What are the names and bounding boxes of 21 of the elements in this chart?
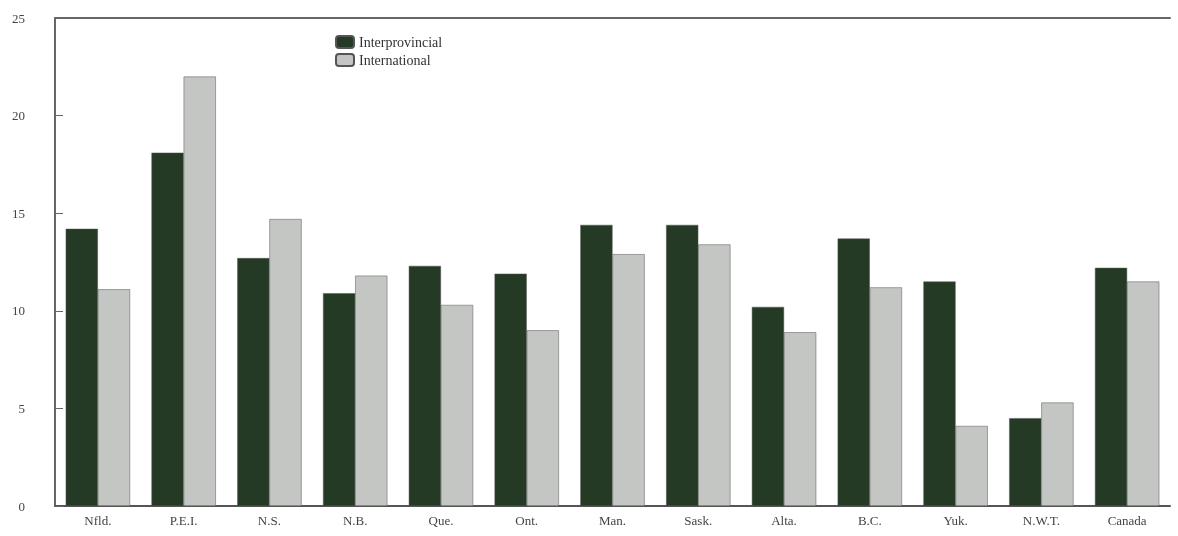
x-tick-label: Canada [1107,513,1147,528]
x-tick-label: Sask. [684,513,713,528]
y-tick-label: 25 [12,10,25,26]
x-tick-label: P.E.I. [169,513,198,528]
y-tick-label: 0 [18,498,25,514]
x-tick-label: Yuk. [943,513,968,528]
x-tick-label: N.B. [342,513,368,528]
x-tick-label: Nfld. [84,513,112,528]
y-tick-label: 10 [12,303,25,319]
legend-label: International [359,52,431,68]
x-tick-label: B.C. [857,513,882,528]
legend-label: Interprovincial [359,34,443,50]
y-tick-label: 20 [12,108,25,124]
y-tick-label: 5 [18,400,25,416]
x-tick-label: N.W.T. [1022,513,1060,528]
x-tick-label: Ont. [515,513,539,528]
x-tick-label: Que. [428,513,454,528]
x-tick-label: Alta. [771,513,797,528]
x-tick-label: N.S. [257,513,281,528]
y-tick-label: 15 [12,205,25,221]
x-tick-label: Man. [598,513,627,528]
